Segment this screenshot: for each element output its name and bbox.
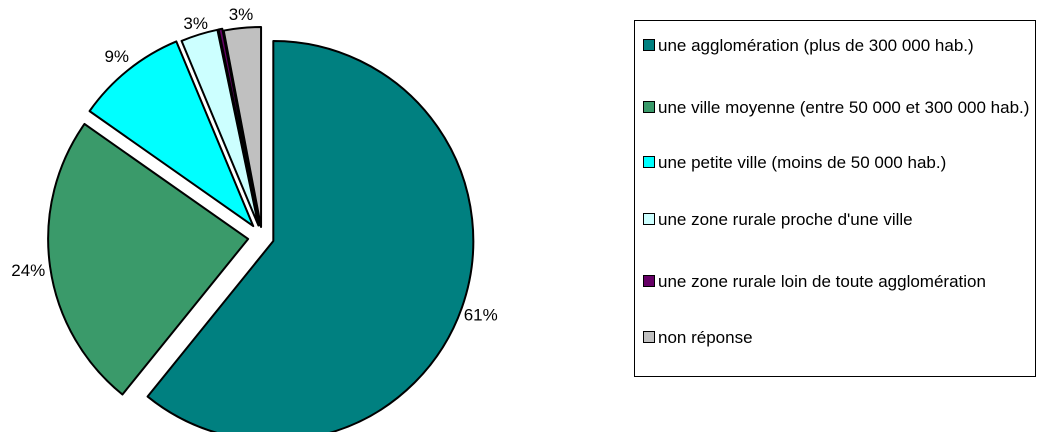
- legend-swatch-agglomeration: [643, 39, 655, 51]
- legend-item-petite-ville: une petite ville (moins de 50 000 hab.): [643, 152, 1031, 173]
- pie-slice-agglomeration: [146, 40, 475, 432]
- slice-label-petite-ville: 9%: [104, 47, 129, 66]
- slice-label-non-reponse: 3%: [229, 5, 254, 24]
- legend-item-ville-moyenne: une ville moyenne (entre 50 000 et 300 0…: [643, 97, 1031, 118]
- slice-label-agglomeration: 61%: [464, 305, 498, 324]
- legend-item-rurale-loin: une zone rurale loin de toute agglomérat…: [643, 271, 1031, 292]
- legend-label-ville-moyenne: une ville moyenne (entre 50 000 et 300 0…: [658, 98, 1030, 117]
- legend-label-petite-ville: une petite ville (moins de 50 000 hab.): [658, 153, 947, 172]
- pie-slice-petite-ville: [88, 40, 255, 228]
- legend-label-rurale-loin: une zone rurale loin de toute agglomérat…: [658, 272, 986, 291]
- pie-slice-ville-moyenne: [47, 122, 250, 396]
- pie-slice-rurale-loin: [217, 27, 261, 227]
- pie-slice-rurale-proche: [180, 28, 260, 227]
- legend-item-non-reponse: non réponse: [643, 327, 1031, 348]
- legend-item-agglomeration: une agglomération (plus de 300 000 hab.): [643, 35, 1031, 56]
- legend-label-agglomeration: une agglomération (plus de 300 000 hab.): [658, 36, 974, 55]
- legend-swatch-rurale-proche: [643, 213, 655, 225]
- slice-label-ville-moyenne: 24%: [11, 261, 45, 280]
- chart-legend: une agglomération (plus de 300 000 hab.)…: [634, 20, 1036, 377]
- legend-label-non-reponse: non réponse: [658, 328, 753, 347]
- legend-swatch-non-reponse: [643, 331, 655, 343]
- legend-swatch-ville-moyenne: [643, 101, 655, 113]
- pie-chart: 61% 24% 9% 3% 3%: [11, 5, 498, 432]
- legend-swatch-petite-ville: [643, 156, 655, 168]
- slice-label-rurale-proche: 3%: [183, 14, 208, 33]
- legend-swatch-rurale-loin: [643, 275, 655, 287]
- legend-label-rurale-proche: une zone rurale proche d'une ville: [658, 210, 913, 229]
- legend-item-rurale-proche: une zone rurale proche d'une ville: [643, 209, 1031, 230]
- pie-slice-non-reponse: [222, 26, 263, 229]
